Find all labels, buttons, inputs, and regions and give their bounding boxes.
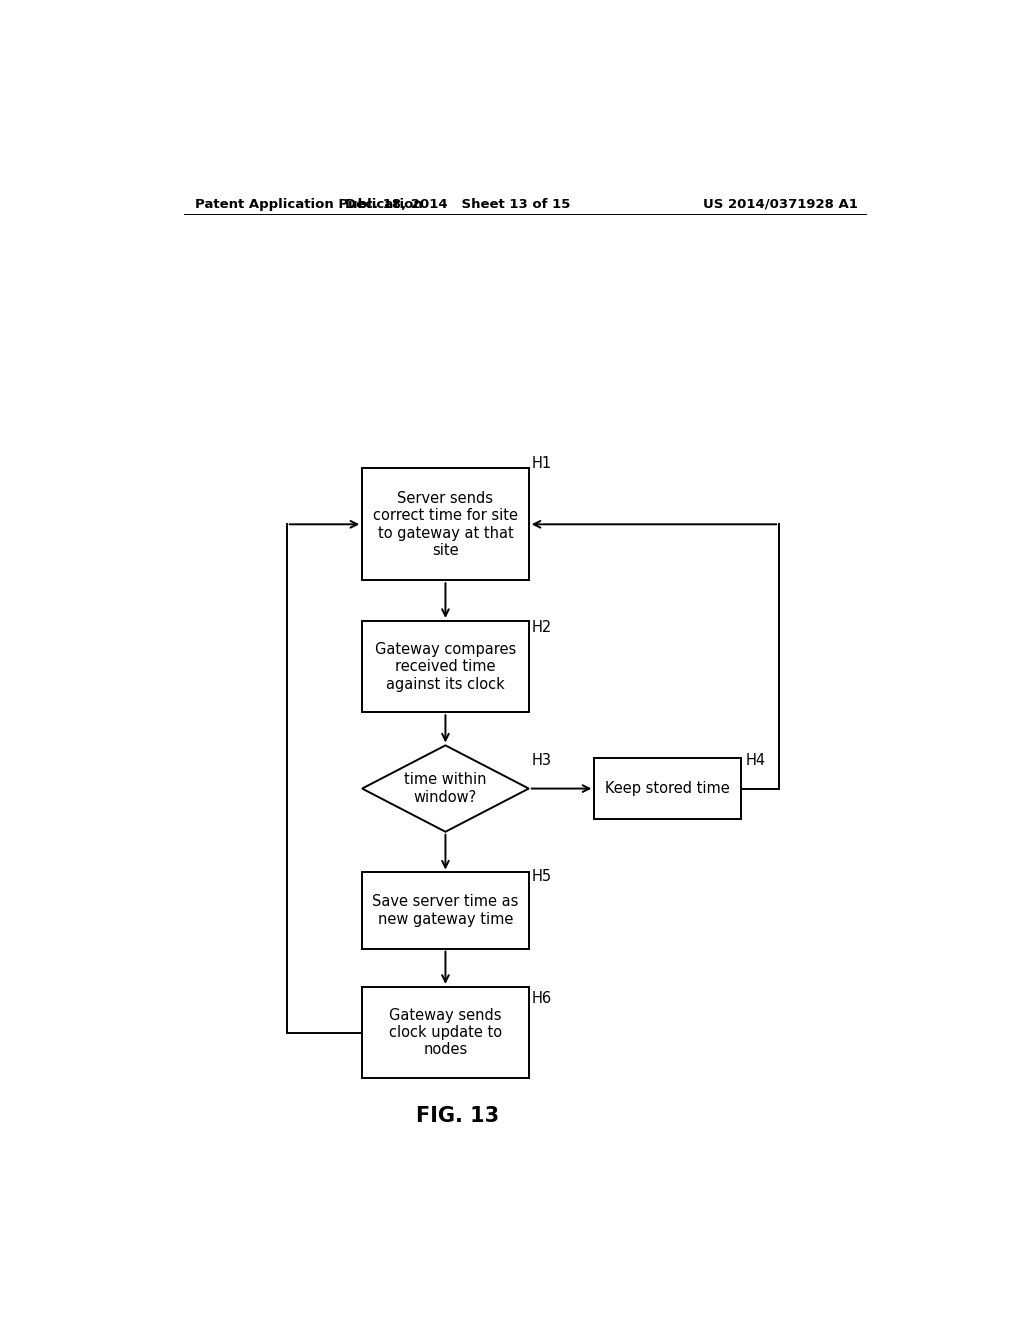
FancyBboxPatch shape [362,469,528,581]
Text: time within
window?: time within window? [404,772,486,805]
Text: H4: H4 [745,752,766,768]
Text: Gateway compares
received time
against its clock: Gateway compares received time against i… [375,642,516,692]
FancyBboxPatch shape [362,987,528,1078]
Text: Patent Application Publication: Patent Application Publication [196,198,423,211]
FancyBboxPatch shape [362,873,528,949]
Text: Server sends
correct time for site
to gateway at that
site: Server sends correct time for site to ga… [373,491,518,558]
FancyBboxPatch shape [362,620,528,713]
Text: H2: H2 [531,620,551,635]
Polygon shape [362,746,528,832]
Text: Save server time as
new gateway time: Save server time as new gateway time [373,895,518,927]
Text: FIG. 13: FIG. 13 [416,1106,499,1126]
Text: H3: H3 [531,752,551,768]
Text: H1: H1 [531,455,551,471]
Text: Keep stored time: Keep stored time [605,781,730,796]
FancyBboxPatch shape [594,758,741,818]
Text: Gateway sends
clock update to
nodes: Gateway sends clock update to nodes [389,1007,502,1057]
Text: Dec. 18, 2014   Sheet 13 of 15: Dec. 18, 2014 Sheet 13 of 15 [345,198,570,211]
Text: H5: H5 [531,870,551,884]
Text: H6: H6 [531,991,551,1006]
Text: US 2014/0371928 A1: US 2014/0371928 A1 [703,198,858,211]
